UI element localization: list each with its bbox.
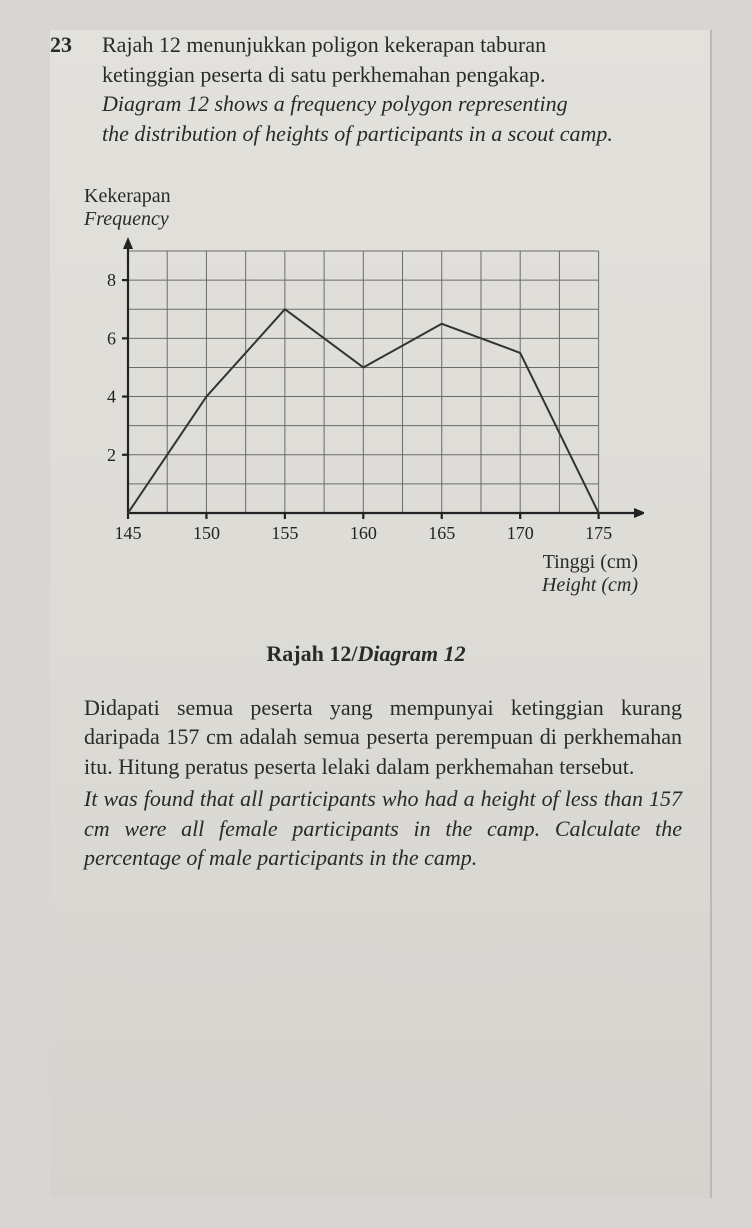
question-en-line1: Diagram 12 shows a frequency polygon rep… bbox=[102, 89, 682, 119]
body-en: It was found that all participants who h… bbox=[84, 784, 682, 873]
svg-text:6: 6 bbox=[107, 328, 116, 348]
svg-text:4: 4 bbox=[107, 386, 116, 406]
y-axis-label-en: Frequency bbox=[84, 208, 682, 231]
svg-text:145: 145 bbox=[115, 523, 142, 543]
x-axis-label-ms: Tinggi (cm) bbox=[84, 551, 638, 574]
frequency-polygon-chart: 145 150 155 160 165 170 175 2 4 6 8 bbox=[84, 237, 644, 547]
question-ms-line2: ketinggian peserta di satu perkhemahan p… bbox=[102, 60, 682, 90]
x-axis-label-en: Height (cm) bbox=[84, 574, 638, 597]
body-text: Didapati semua peserta yang mempunyai ke… bbox=[84, 693, 682, 873]
question-body: Rajah 12 menunjukkan poligon kekerapan t… bbox=[102, 30, 682, 149]
question-ms-line1: Rajah 12 menunjukkan poligon kekerapan t… bbox=[102, 30, 682, 60]
svg-text:2: 2 bbox=[107, 445, 116, 465]
body-ms: Didapati semua peserta yang mempunyai ke… bbox=[84, 693, 682, 782]
svg-text:170: 170 bbox=[507, 523, 534, 543]
caption-ms: Rajah 12/ bbox=[266, 641, 357, 666]
y-axis-label-ms: Kekerapan bbox=[84, 185, 682, 208]
question-row: 23 Rajah 12 menunjukkan poligon kekerapa… bbox=[50, 30, 682, 149]
chart-wrap: 145 150 155 160 165 170 175 2 4 6 8 bbox=[84, 237, 644, 547]
svg-text:150: 150 bbox=[193, 523, 220, 543]
svg-text:8: 8 bbox=[107, 270, 116, 290]
question-en-line2: the distribution of heights of participa… bbox=[102, 119, 682, 149]
svg-text:175: 175 bbox=[585, 523, 612, 543]
chart-block: Kekerapan Frequency 145 150 155 160 165 170 17… bbox=[84, 185, 682, 597]
x-axis-label-block: Tinggi (cm) Height (cm) bbox=[84, 551, 644, 597]
question-number: 23 bbox=[50, 30, 84, 149]
caption-en: Diagram 12 bbox=[357, 641, 465, 666]
svg-text:165: 165 bbox=[428, 523, 455, 543]
svg-text:155: 155 bbox=[271, 523, 298, 543]
figure-caption: Rajah 12/Diagram 12 bbox=[50, 641, 682, 667]
svg-text:160: 160 bbox=[350, 523, 377, 543]
